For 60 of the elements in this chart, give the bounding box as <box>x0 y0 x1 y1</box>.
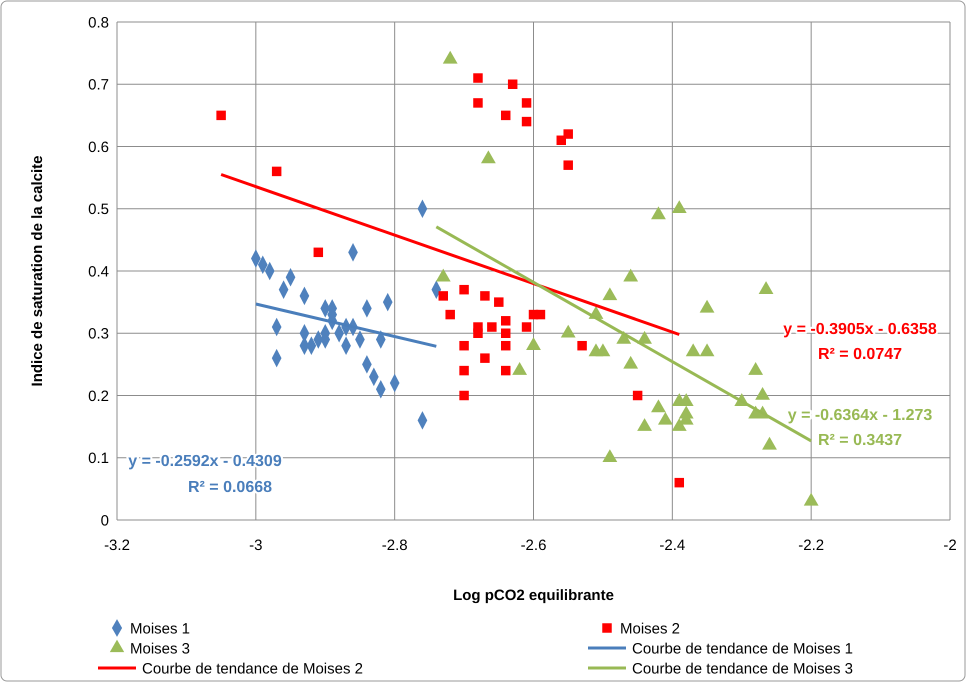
legend-label: Moises 3 <box>130 640 190 658</box>
point <box>500 110 510 120</box>
legend-label: Moises 1 <box>130 620 190 638</box>
y-tick-label: 0.6 <box>88 138 109 156</box>
point <box>487 322 497 332</box>
point <box>473 98 483 108</box>
point <box>438 291 448 301</box>
annotation: y = -0.3905x - 0.6358 <box>783 321 937 338</box>
point <box>494 297 504 307</box>
y-tick-label: 0.8 <box>88 14 109 32</box>
annotation: R² = 0.3437 <box>818 432 902 449</box>
point <box>563 129 573 139</box>
point <box>473 328 483 338</box>
x-tick-label: -2.2 <box>798 537 824 554</box>
legend-label: Moises 2 <box>620 620 680 638</box>
point <box>500 328 510 338</box>
point <box>500 340 510 350</box>
point <box>480 291 490 301</box>
y-tick-label: 0.2 <box>88 388 109 405</box>
point <box>459 390 469 400</box>
legend-label: Courbe de tendance de Moises 3 <box>632 660 853 678</box>
point <box>500 316 510 326</box>
x-tick-label: -3.2 <box>104 537 130 554</box>
y-tick-label: 0.1 <box>88 450 109 467</box>
point <box>577 340 587 350</box>
y-tick-label: 0.3 <box>88 326 109 342</box>
point <box>445 310 455 320</box>
point <box>480 353 490 363</box>
point <box>508 80 518 89</box>
point <box>563 160 573 170</box>
y-tick-label: 0 <box>100 512 109 530</box>
y-tick-label: 0.4 <box>88 263 109 280</box>
point <box>459 340 469 350</box>
x-tick-label: -2 <box>943 537 957 554</box>
point <box>459 366 469 376</box>
point <box>272 166 282 176</box>
point <box>500 366 510 376</box>
x-tick-label: -2.6 <box>520 537 546 554</box>
point <box>556 136 566 146</box>
y-tick-label: 0.7 <box>88 76 109 94</box>
point <box>522 322 532 332</box>
annotation: R² = 0.0747 <box>818 346 902 363</box>
annotation: y = -0.6364x - 1.273 <box>788 407 932 424</box>
point <box>459 284 469 294</box>
x-axis-title: Log pCO2 equilibrante <box>453 587 614 604</box>
legend-label: Courbe de tendance de Moises 2 <box>142 660 363 678</box>
point <box>674 478 684 488</box>
x-tick-label: -2.8 <box>382 537 408 554</box>
y-tick-label: 0.5 <box>88 201 109 218</box>
point <box>216 110 226 120</box>
point <box>522 98 532 108</box>
y-axis-title: Indice de saturation de la calcite <box>29 156 46 386</box>
x-tick-label: -3 <box>249 537 263 554</box>
point <box>536 310 546 320</box>
point <box>314 248 324 258</box>
point <box>632 390 642 400</box>
legend-label: Courbe de tendance de Moises 1 <box>632 640 853 658</box>
point <box>473 73 483 83</box>
x-tick-label: -2.4 <box>659 537 686 554</box>
point <box>522 116 532 126</box>
